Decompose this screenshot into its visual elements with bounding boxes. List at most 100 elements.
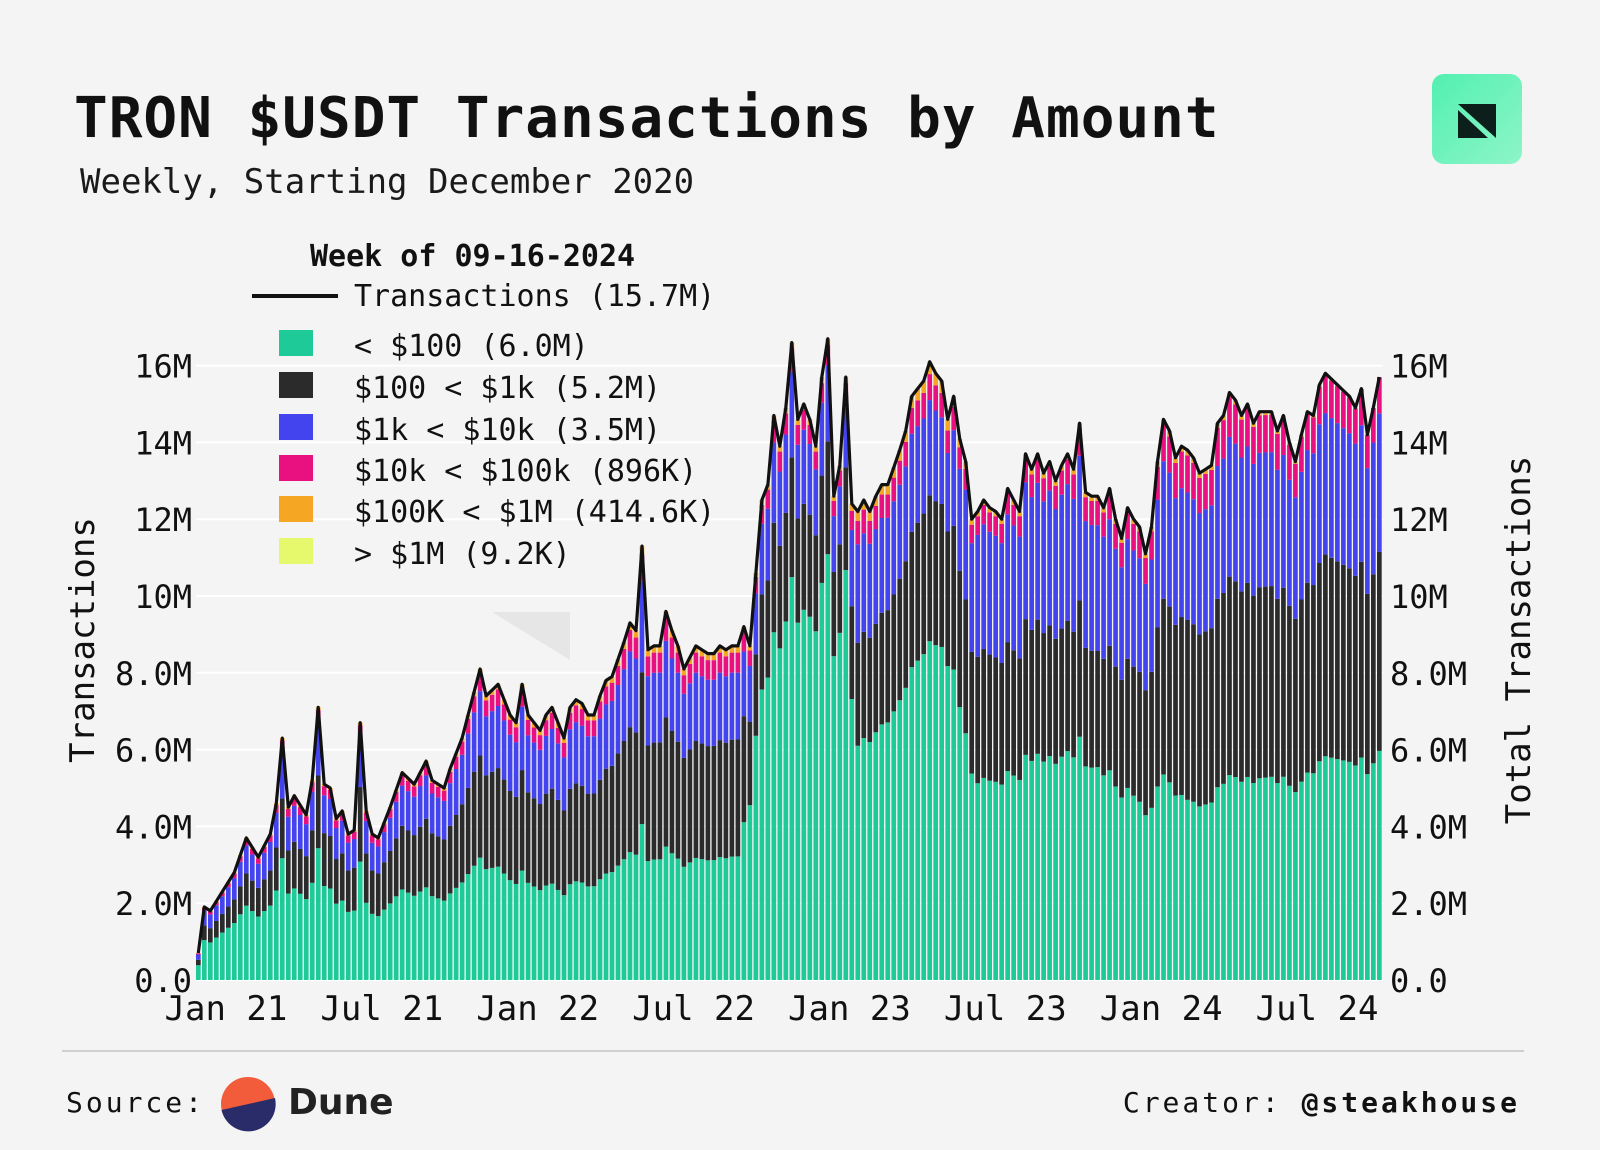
bar-segment-100_1k xyxy=(1347,568,1352,762)
bar-segment-1k_10k xyxy=(1095,525,1100,651)
bar-segment-1k_10k xyxy=(1299,471,1304,600)
bar-segment-10k_100k xyxy=(1263,415,1268,453)
bar-segment-10k_100k xyxy=(333,820,339,829)
bar-segment-1k_10k xyxy=(1065,484,1070,621)
source-label: Source: xyxy=(66,1086,206,1119)
bar-segment-lt100 xyxy=(549,883,555,980)
bar-segment-1k_10k xyxy=(849,530,855,607)
bar-segment-100_1k xyxy=(489,771,495,868)
bar-segment-100_1k xyxy=(399,825,405,890)
bar-segment-100k_1m xyxy=(777,446,783,452)
bar-segment-1k_10k xyxy=(801,429,807,504)
bar-segment-10k_100k xyxy=(1335,386,1340,424)
bar-segment-100_1k xyxy=(801,503,807,610)
bar-segment-100_1k xyxy=(321,833,327,886)
bar-segment-100k_1m xyxy=(987,507,993,513)
bar-segment-lt100 xyxy=(651,859,657,980)
bar-segment-100k_1m xyxy=(747,645,753,651)
bar-segment-1k_10k xyxy=(765,508,771,581)
bar-segment-lt100 xyxy=(861,738,867,980)
bar-segment-100_1k xyxy=(777,545,783,649)
bar-segment-1k_10k xyxy=(993,535,999,658)
bar-segment-lt100 xyxy=(921,654,927,980)
bar-segment-1k_10k xyxy=(207,914,213,929)
bar-segment-lt100 xyxy=(369,913,375,980)
bar-segment-100_1k xyxy=(387,850,393,904)
bar-segment-1k_10k xyxy=(1191,499,1196,625)
bar-segment-1k_10k xyxy=(1137,558,1142,672)
bar-segment-1k_10k xyxy=(639,580,645,673)
bar-segment-100k_1m xyxy=(1101,507,1106,513)
bar-segment-lt100 xyxy=(525,882,531,980)
bar-segment-100_1k xyxy=(975,656,981,784)
bar-segment-lt100 xyxy=(267,905,273,980)
bar-segment-lt100 xyxy=(741,822,747,980)
bar-segment-lt100 xyxy=(627,852,633,980)
bar-segment-100_1k xyxy=(771,522,777,633)
bar-segment-lt100 xyxy=(1089,767,1094,980)
bar-segment-100_1k xyxy=(1287,605,1292,786)
bar-segment-lt100 xyxy=(789,577,795,980)
bar-segment-100k_1m xyxy=(573,699,579,706)
bar-segment-1k_10k xyxy=(351,839,357,868)
bar-segment-lt100 xyxy=(237,914,243,980)
bar-segment-1k_10k xyxy=(1059,494,1064,629)
bar-segment-lt100 xyxy=(645,861,651,980)
y-tick-label-left: 0.0 xyxy=(134,962,192,1000)
bar-segment-lt100 xyxy=(1005,771,1010,980)
bar-segment-10k_100k xyxy=(1227,397,1232,437)
legend-swatch-1k_10k xyxy=(279,414,313,440)
bar-segment-1k_10k xyxy=(1131,550,1136,667)
bar-segment-1k_10k xyxy=(891,501,897,595)
bar-segment-10k_100k xyxy=(987,512,993,532)
bar-segment-lt100 xyxy=(567,884,573,980)
bar-segment-10k_100k xyxy=(951,406,957,431)
bar-segment-1k_10k xyxy=(1275,469,1280,599)
bar-segment-100_1k xyxy=(196,959,201,966)
bar-segment-lt100 xyxy=(837,632,843,980)
bar-segment-10k_100k xyxy=(585,720,591,737)
bar-segment-100k_1m xyxy=(705,653,711,661)
bar-segment-10k_100k xyxy=(1059,470,1064,495)
bar-segment-10k_100k xyxy=(963,468,969,490)
bar-segment-10k_100k xyxy=(633,637,639,659)
bar-segment-lt100 xyxy=(1293,792,1298,980)
bar-segment-100_1k xyxy=(1191,624,1196,802)
bar-segment-100_1k xyxy=(1029,629,1034,761)
bar-segment-10k_100k xyxy=(1305,413,1310,451)
bar-segment-lt100 xyxy=(1041,761,1046,980)
bar-segment-lt100 xyxy=(1137,801,1142,980)
bar-segment-10k_100k xyxy=(1047,466,1052,491)
bar-segment-10k_100k xyxy=(519,689,525,707)
bar-segment-100_1k xyxy=(993,657,999,782)
bar-segment-1k_10k xyxy=(831,516,837,572)
bar-segment-100_1k xyxy=(1167,606,1172,783)
bar-segment-1k_10k xyxy=(885,517,891,611)
bar-segment-100k_1m xyxy=(735,645,741,653)
bar-segment-lt100 xyxy=(1233,777,1238,980)
bar-segment-100_1k xyxy=(945,531,951,667)
y-tick-label-right: 12M xyxy=(1390,501,1448,539)
bar-segment-10k_100k xyxy=(1107,493,1112,520)
bar-segment-100_1k xyxy=(453,814,459,888)
bar-segment-1k_10k xyxy=(315,722,321,776)
bar-segment-lt100 xyxy=(561,895,567,980)
bar-segment-lt100 xyxy=(339,900,345,980)
bar-segment-10k_100k xyxy=(891,477,897,502)
bar-segment-1k_10k xyxy=(963,489,969,600)
bar-segment-lt100 xyxy=(273,890,279,980)
bar-segment-10k_100k xyxy=(741,632,747,652)
bar-segment-100k_1m xyxy=(879,484,885,495)
bar-segment-10k_100k xyxy=(609,682,615,701)
bar-segment-lt100 xyxy=(963,733,969,980)
bar-segment-lt100 xyxy=(249,911,255,980)
bar-segment-1k_10k xyxy=(561,757,567,811)
bar-segment-1k_10k xyxy=(399,785,405,826)
bar-segment-100k_1m xyxy=(1251,423,1256,427)
bar-segment-1k_10k xyxy=(333,828,339,860)
bar-segment-1k_10k xyxy=(219,896,225,914)
bar-segment-100_1k xyxy=(933,501,939,646)
bar-segment-10k_100k xyxy=(1095,501,1100,526)
bar-segment-lt100 xyxy=(1263,777,1268,980)
bar-segment-10k_100k xyxy=(597,701,603,719)
